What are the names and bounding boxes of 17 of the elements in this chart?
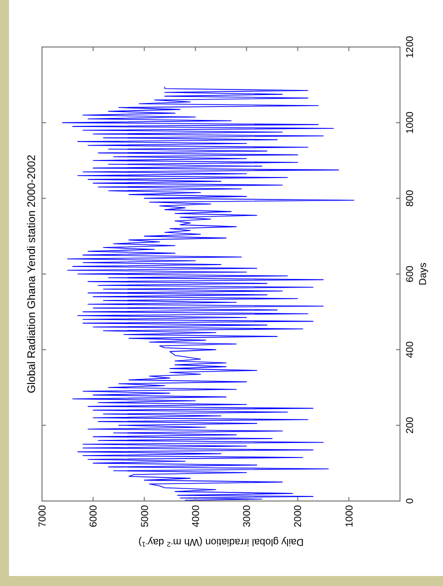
x-tick-label: 7000 [38,504,48,528]
line-series [62,86,354,501]
y-tick-label: 1000 [405,111,416,134]
x-tick-label: 5000 [140,504,151,528]
y-tick-label: 0 [405,498,416,504]
x-tick-label: 1000 [344,504,356,528]
y-tick-label: 600 [405,265,416,282]
y-axis-title: Days [418,262,429,286]
y-tick-label: 1200 [405,35,416,58]
y-tick-label: 800 [405,190,416,207]
x-tick-label: 4000 [190,504,202,528]
x-tick-label: 6000 [88,504,100,528]
y-tick-label: 400 [405,340,416,358]
x-tick-label: 2000 [293,504,304,528]
text: Global Radiation Ghana Yendi station 2000-2002 [26,154,38,394]
y-tick-label: 200 [405,416,416,434]
x-tick-label: 3000 [242,504,254,528]
